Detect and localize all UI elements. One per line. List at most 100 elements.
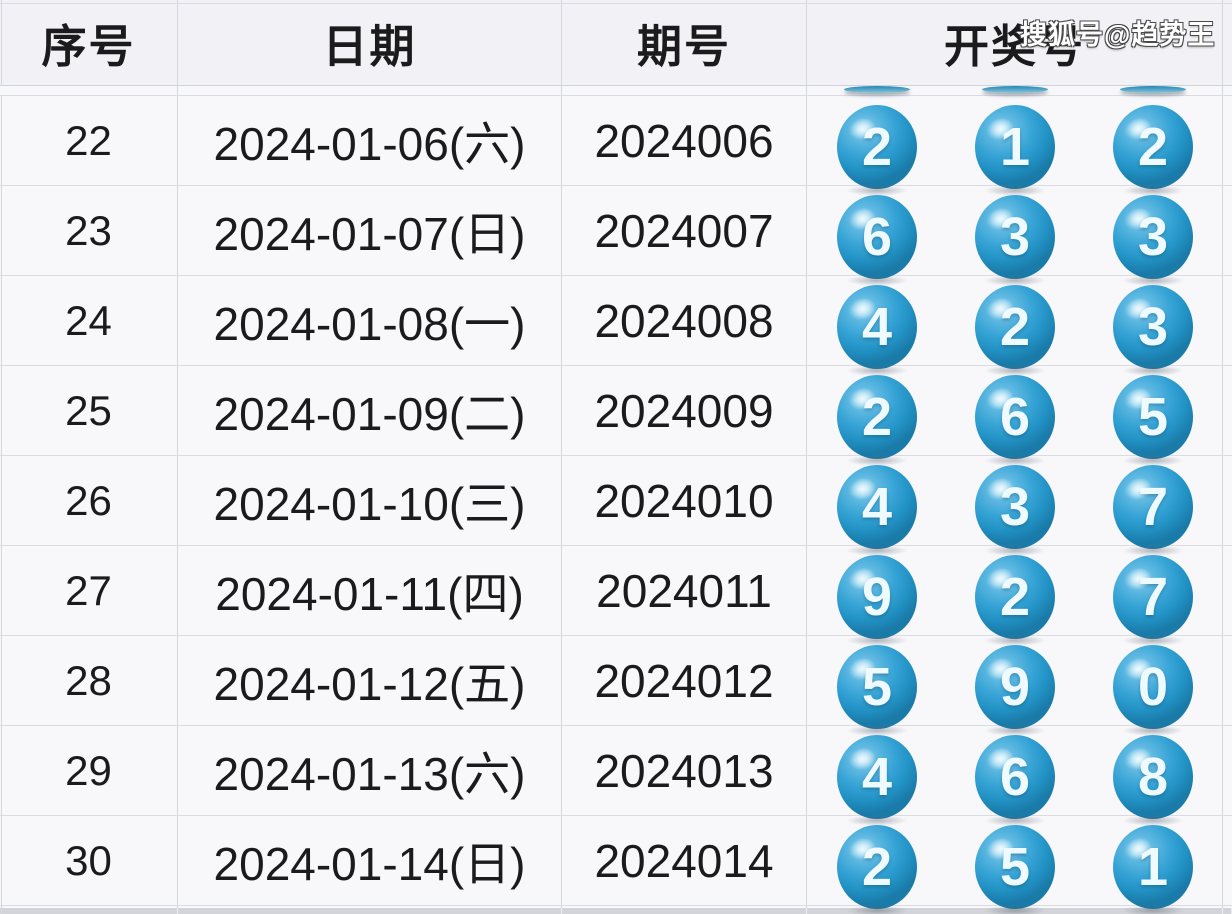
band-cell [562, 908, 807, 914]
band-cell [562, 906, 807, 908]
ball-number: 3 [999, 476, 1031, 537]
header-cell-numbers: 开奖号 [807, 0, 1223, 85]
issue-cell: 2024013 [562, 726, 807, 815]
ball-number: 3 [1137, 206, 1169, 267]
lottery-ball-icon: 5 [1113, 374, 1193, 466]
edge-cell [1223, 276, 1232, 365]
partial-cell [1223, 86, 1232, 95]
header-cell-date: 日期 [178, 0, 562, 85]
date-cell: 2024-01-12(五) [178, 636, 562, 725]
issue-value: 2024014 [594, 834, 774, 887]
table-body: 22 2024-01-06(六) 2024006 2 1 2 23 2024-0… [0, 96, 1232, 914]
issue-cell: 2024008 [562, 276, 807, 365]
table-header-row: 序号 日期 期号 开奖号 [0, 0, 1232, 86]
lottery-ball-icon: 2 [837, 824, 917, 914]
seq-value: 30 [65, 836, 112, 884]
partial-cell [807, 86, 1223, 95]
sohu-watermark: 搜狐号@趋势王 [1020, 20, 1216, 50]
date-value: 2024-01-10(三) [213, 477, 526, 530]
date-value: 2024-01-06(六) [213, 117, 526, 170]
seq-cell: 29 [0, 726, 178, 815]
edge-cell [1223, 456, 1232, 545]
ball-number: 4 [861, 296, 893, 357]
table-row: 29 2024-01-13(六) 2024013 4 6 8 [0, 726, 1232, 826]
edge-cell [1223, 816, 1232, 905]
ball-number: 5 [999, 836, 1031, 897]
balls-cell: 4 3 7 [807, 456, 1223, 556]
seq-value: 24 [65, 296, 112, 344]
ball-number: 2 [999, 296, 1031, 357]
seq-cell: 26 [0, 456, 178, 545]
ball-number: 4 [861, 476, 893, 537]
partial-cell [0, 86, 178, 95]
lottery-ball-icon: 2 [837, 374, 917, 466]
seq-cell: 27 [0, 546, 178, 635]
edge-cell [1223, 546, 1232, 635]
lottery-ball-icon: 2 [837, 104, 917, 196]
clipped-ball-bottom-icon [1120, 86, 1186, 93]
ball-number: 3 [999, 206, 1031, 267]
seq-cell: 25 [0, 366, 178, 455]
balls-cell: 2 5 1 [807, 816, 1223, 914]
date-value: 2024-01-12(五) [213, 657, 526, 710]
lottery-ball-icon: 9 [975, 644, 1055, 736]
band-cell [178, 906, 562, 908]
top-border-line [0, 3, 1232, 4]
edge-cell [1223, 96, 1232, 185]
lottery-ball-icon: 2 [975, 284, 1055, 376]
lottery-ball-icon: 4 [837, 464, 917, 556]
date-value: 2024-01-13(六) [213, 747, 526, 800]
lottery-ball-icon: 9 [837, 554, 917, 646]
lottery-ball-icon: 7 [1113, 464, 1193, 556]
bottom-gray-band [0, 908, 1232, 914]
lottery-ball-icon: 1 [1113, 824, 1193, 914]
issue-value: 2024007 [594, 204, 774, 257]
clipped-previous-row [0, 86, 1232, 96]
issue-cell: 2024009 [562, 366, 807, 455]
issue-cell: 2024011 [562, 546, 807, 635]
ball-number: 6 [999, 746, 1031, 807]
table-row: 26 2024-01-10(三) 2024010 4 3 7 [0, 456, 1232, 556]
seq-value: 25 [65, 386, 112, 434]
seq-value: 29 [65, 746, 112, 794]
balls-cell: 2 1 2 [807, 96, 1223, 196]
date-value: 2024-01-14(日) [213, 837, 526, 890]
ball-number: 6 [999, 386, 1031, 447]
lottery-ball-icon: 8 [1113, 734, 1193, 826]
balls-cell: 5 9 0 [807, 636, 1223, 736]
table-row: 23 2024-01-07(日) 2024007 6 3 3 [0, 186, 1232, 286]
clipped-ball-bottom-icon [982, 86, 1048, 93]
table-row: 28 2024-01-12(五) 2024012 5 9 0 [0, 636, 1232, 736]
lottery-ball-icon: 3 [1113, 284, 1193, 376]
seq-value: 22 [65, 116, 112, 164]
lottery-ball-icon: 5 [837, 644, 917, 736]
issue-value: 2024013 [594, 744, 774, 797]
ball-number: 7 [1137, 566, 1169, 627]
header-label-issue: 期号 [636, 21, 731, 72]
header-label-date: 日期 [322, 21, 417, 72]
band-cell [0, 906, 178, 908]
lottery-ball-icon: 6 [975, 374, 1055, 466]
issue-cell: 2024010 [562, 456, 807, 545]
header-cell-seq: 序号 [0, 0, 178, 85]
lottery-ball-icon: 3 [1113, 194, 1193, 286]
header-cell-issue: 期号 [562, 0, 807, 85]
ball-number: 5 [861, 656, 893, 717]
issue-value: 2024011 [596, 564, 772, 617]
date-cell: 2024-01-14(日) [178, 816, 562, 905]
lottery-ball-icon: 3 [975, 464, 1055, 556]
ball-number: 2 [861, 116, 893, 177]
balls-cell: 4 6 8 [807, 726, 1223, 826]
date-value: 2024-01-09(二) [213, 387, 526, 440]
issue-cell: 2024007 [562, 186, 807, 275]
ball-number: 2 [999, 566, 1031, 627]
table-row: 22 2024-01-06(六) 2024006 2 1 2 [0, 96, 1232, 196]
ball-number: 0 [1137, 656, 1169, 717]
ball-number: 2 [1137, 116, 1169, 177]
lottery-ball-icon: 3 [975, 194, 1055, 286]
partial-cell [562, 86, 807, 95]
issue-cell: 2024006 [562, 96, 807, 185]
lottery-ball-icon: 6 [837, 194, 917, 286]
seq-value: 28 [65, 656, 112, 704]
ball-number: 9 [999, 656, 1031, 717]
